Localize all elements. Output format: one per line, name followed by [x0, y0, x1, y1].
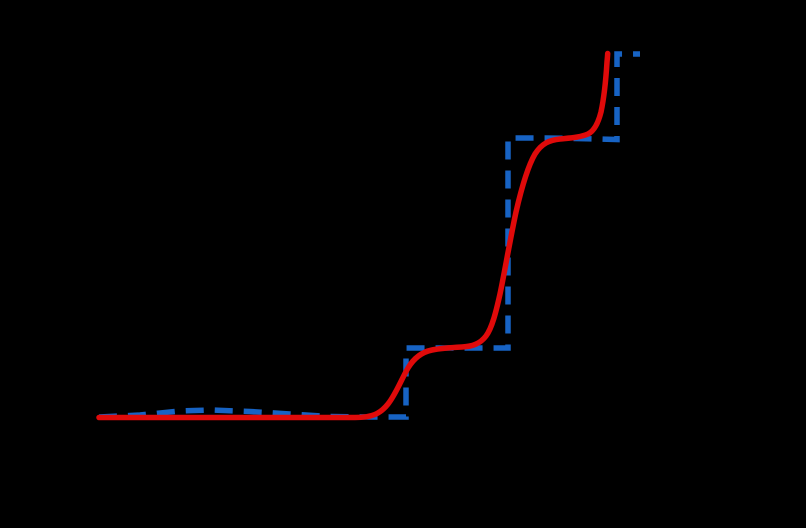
series-smooth-curve [96, 50, 611, 421]
